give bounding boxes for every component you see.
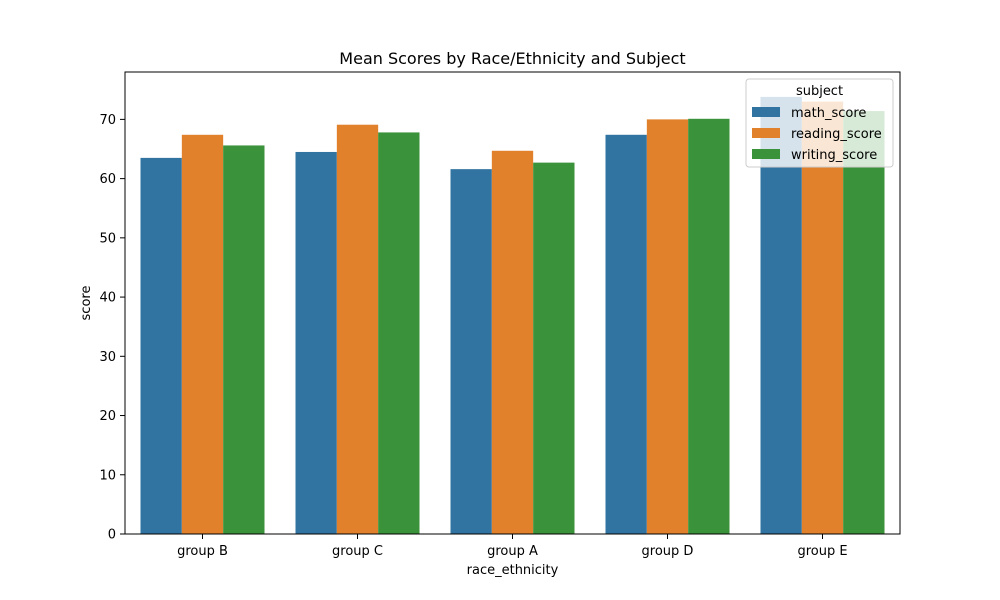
x-tick-label: group B xyxy=(177,544,228,559)
y-tick-label: 50 xyxy=(99,231,116,246)
bar-math_score-group-A xyxy=(450,169,492,534)
y-tick-label: 10 xyxy=(99,468,116,483)
bar-reading_score-group-E xyxy=(801,101,844,534)
y-tick-label: 0 xyxy=(108,528,116,543)
bar-reading_score-group-B xyxy=(181,134,224,535)
axes: 0 10 20 30 40 50 60 70 group B group C group A grou… xyxy=(99,71,901,559)
bar-writing_score-group-C xyxy=(378,132,420,534)
bar-writing_score-group-E xyxy=(843,111,885,534)
bar-math_score-group-E xyxy=(760,96,802,534)
bar-math_score-group-D xyxy=(605,134,647,535)
legend-label-writing_score: writing_score xyxy=(791,148,877,163)
legend: subject math_score reading_score writing_sc… xyxy=(745,78,894,168)
legend-frame xyxy=(745,78,894,168)
x-tick-label: group E xyxy=(797,544,847,559)
bar-math_score-group-C xyxy=(295,151,337,534)
y-tick-label: 20 xyxy=(99,409,116,424)
legend-swatch-reading_score xyxy=(752,128,780,138)
legend-swatch-writing_score xyxy=(752,149,780,159)
y-tick-label: 30 xyxy=(99,350,116,365)
bars xyxy=(140,96,885,535)
legend-label-math_score: math_score xyxy=(791,106,866,121)
x-axis-title: race_ethnicity xyxy=(467,563,559,578)
bar-writing_score-group-D xyxy=(688,118,730,535)
bar-writing_score-group-B xyxy=(223,145,265,534)
bar-writing_score-group-A xyxy=(533,162,575,534)
chart-title: Mean Scores by Race/Ethnicity and Subjec… xyxy=(339,49,685,68)
bar-math_score-group-B xyxy=(140,157,182,534)
bar-reading_score-group-C xyxy=(336,124,379,534)
x-tick-label: group C xyxy=(332,544,383,559)
legend-title: subject xyxy=(796,84,843,99)
bar-reading_score-group-D xyxy=(646,119,689,534)
y-tick-label: 70 xyxy=(99,113,116,128)
y-tick-label: 40 xyxy=(99,291,116,306)
legend-label-reading_score: reading_score xyxy=(791,127,882,142)
y-tick-label: 60 xyxy=(99,172,116,187)
legend-swatch-math_score xyxy=(752,107,780,117)
x-tick-label: group D xyxy=(642,544,694,559)
y-axis-title: score xyxy=(79,286,94,321)
x-tick-label: group A xyxy=(487,544,538,559)
bar-reading_score-group-A xyxy=(491,150,534,534)
